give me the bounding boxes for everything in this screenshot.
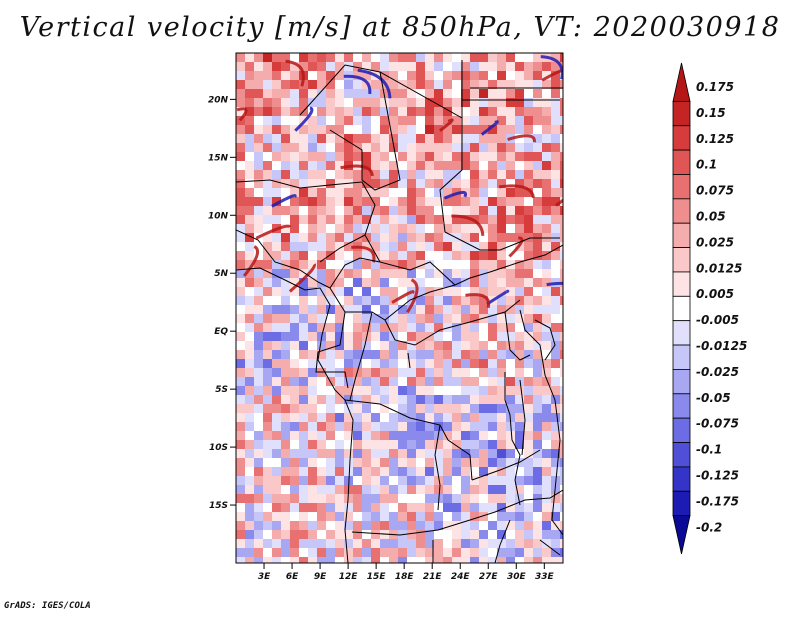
colorbar-swatch [672,271,691,297]
colorbar-label: 0.1 [696,158,717,172]
colorbar-label: 0.0125 [696,261,742,275]
colorbar-label: -0.2 [696,520,722,534]
lon-tick-label: 27E [479,572,499,582]
colorbar-label: -0.025 [696,365,739,379]
lon-tick-label: 9E [314,572,327,582]
lat-tick-label: 10N [208,211,229,221]
colorbar-label: -0.125 [696,469,739,483]
colorbar-label: -0.075 [696,417,739,431]
colorbar-swatch [672,149,691,175]
lat-tick-label: EQ [214,327,228,337]
lon-tick-label: 6E [286,572,299,582]
colorbar-swatch [672,466,691,492]
lat-tick-label: 20N [208,95,229,105]
colorbar-swatch [672,125,691,151]
colorbar-label: 0.15 [696,106,726,120]
lat-tick-label: 15S [209,501,228,511]
colorbar-swatch [672,344,691,370]
colorbar-swatch [672,222,691,248]
colorbar-label: -0.005 [696,313,739,327]
lon-tick-label: 30E [507,572,527,582]
colorbar-label: 0.125 [696,132,734,146]
colorbar-label: 0.005 [696,287,734,301]
colorbar: 0.175 0.15 0.125 0.1 0.075 0.05 0.025 0.0125 0.0… [672,62,747,555]
lon-tick-label: 33E [535,572,555,582]
chart-title: Vertical velocity [m/s] at 850hPa, VT: 2… [19,12,781,43]
grads-credit: GrADS: IGES/COLA [4,601,91,611]
colorbar-label: 0.025 [696,235,734,249]
lon-tick-label: 15E [367,572,387,582]
colorbar-label: -0.1 [696,443,722,457]
lon-tick-label: 3E [258,572,271,582]
colorbar-swatch [672,198,691,224]
map-frame [235,52,564,564]
colorbar-label: 0.175 [696,80,734,94]
velocity-field [236,53,563,563]
colorbar-label: 0.05 [696,210,726,224]
colorbar-swatch [672,369,691,395]
lat-tick-label: 15N [208,153,229,163]
country-borders [236,60,563,563]
colorbar-swatch [672,295,691,322]
map-axes: 20N 15N 10N 5N EQ 5S 10S 15S 3E 6E 9E 12E 15E 18E 21E 2… [208,95,555,582]
lon-tick-label: 18E [395,572,415,582]
lat-tick-label: 10S [209,443,228,453]
colorbar-swatch [672,417,691,443]
colorbar-swatch [672,490,691,517]
colorbar-label: -0.05 [696,391,731,405]
lat-tick-label: 5N [214,269,228,279]
lon-tick-label: 24E [451,572,471,582]
colorbar-swatch [672,515,691,555]
colorbar-swatch [672,320,691,346]
colorbar-swatch [672,247,691,273]
colorbar-label: -0.0125 [696,339,747,353]
lon-tick-label: 21E [423,572,443,582]
colorbar-swatch [672,442,691,468]
colorbar-swatch [672,174,691,200]
colorbar-swatch [672,100,691,127]
colorbar-label: -0.175 [696,494,739,508]
colorbar-swatch [672,62,691,102]
lat-tick-label: 5S [215,385,228,395]
lon-tick-label: 12E [339,572,359,582]
colorbar-label: 0.075 [696,184,734,198]
colorbar-swatch [672,393,691,419]
